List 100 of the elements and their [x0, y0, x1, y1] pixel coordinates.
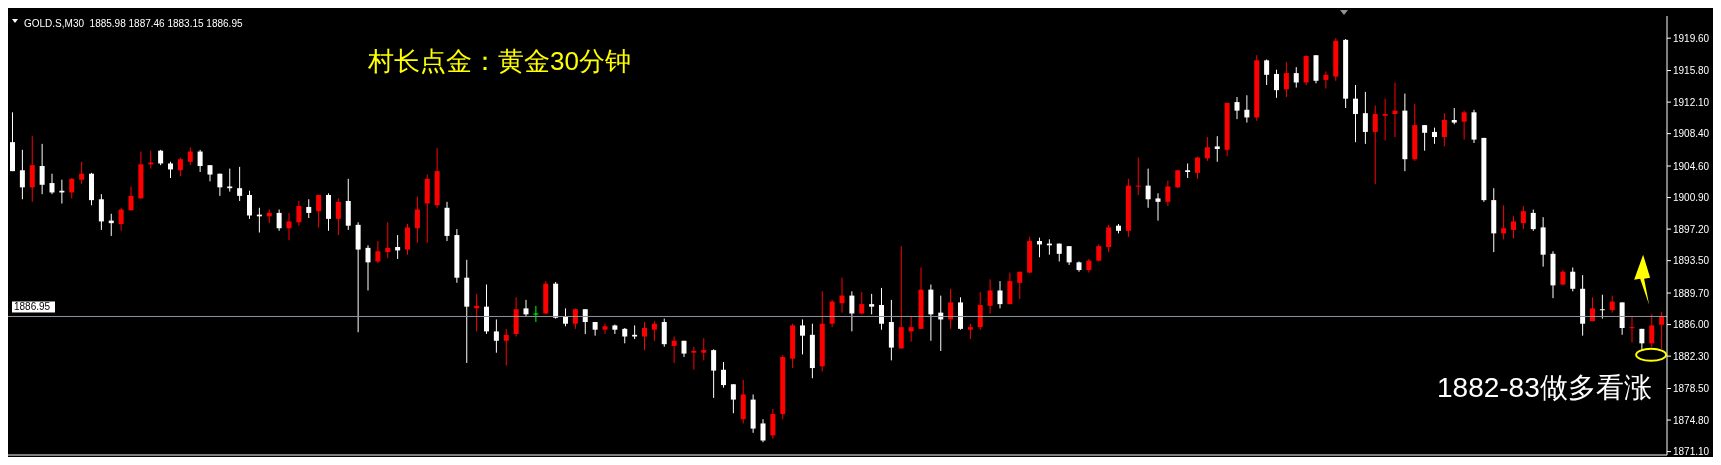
candlestick — [286, 212, 292, 241]
candlestick — [691, 346, 697, 371]
candlestick — [375, 240, 381, 264]
candlestick — [908, 316, 914, 343]
candlestick — [365, 244, 371, 291]
candlestick — [602, 323, 608, 335]
candlestick — [572, 307, 578, 330]
candlestick — [1441, 112, 1447, 147]
candlestick — [247, 190, 252, 220]
annotation: GOLD.S,M30 1885.98 1887.46 1883.15 1886.95 — [24, 18, 243, 29]
y-tick-label: 1889.70 — [1673, 287, 1710, 299]
candlestick — [503, 328, 509, 366]
candlestick — [977, 291, 983, 331]
candlestick — [1195, 156, 1200, 180]
candlestick — [69, 177, 75, 199]
candlestick — [493, 318, 499, 354]
text: 村长点金：黄金30分钟 — [368, 45, 631, 78]
candlestick — [1461, 110, 1467, 141]
candlestick — [227, 168, 233, 193]
candlestick — [642, 321, 647, 351]
y-tick-label: 1893.50 — [1673, 255, 1710, 267]
y-tick-label: 1900.90 — [1673, 192, 1710, 204]
y-tick-label: 1897.20 — [1673, 223, 1710, 235]
y-tick-label: 1904.60 — [1673, 160, 1710, 172]
candlestick — [997, 280, 1003, 309]
candlestick — [385, 221, 391, 259]
candlestick — [1520, 205, 1526, 230]
candlestick — [701, 337, 707, 361]
candlestick — [1017, 271, 1023, 300]
candlestick — [829, 299, 835, 328]
candlestick — [1244, 94, 1250, 124]
candlestick — [296, 200, 302, 227]
candlestick — [1135, 157, 1141, 196]
candlestick — [523, 299, 529, 318]
candlestick — [276, 209, 282, 232]
candlestick — [1007, 272, 1013, 305]
candlestick — [898, 245, 904, 349]
candlestick — [405, 223, 410, 256]
candlestick — [1372, 105, 1378, 185]
candlestick — [760, 418, 766, 443]
ref-line-label: 1886.95 — [14, 301, 51, 313]
candlestick — [316, 194, 322, 228]
candlestick — [533, 305, 539, 323]
y-tick-label: 1886.00 — [1673, 319, 1710, 331]
candlestick — [79, 161, 85, 185]
candlestick — [1362, 91, 1368, 145]
candlestick — [849, 290, 855, 332]
y-tick-label: 1874.80 — [1673, 414, 1710, 426]
candlestick — [671, 336, 677, 364]
candlestick — [711, 348, 717, 399]
y-tick-label: 1912.10 — [1673, 96, 1710, 108]
candlestick — [770, 408, 776, 440]
candlestick — [39, 143, 45, 195]
candlestick — [859, 291, 865, 315]
candlestick — [1234, 96, 1240, 120]
candlestick — [414, 196, 420, 244]
candlestick — [197, 149, 203, 173]
candlestick — [800, 318, 805, 355]
candlestick — [1145, 168, 1151, 209]
candlestick — [879, 287, 884, 331]
annotation: 1882-83做多看涨 — [1437, 370, 1652, 405]
candlestick — [1185, 162, 1191, 179]
y-tick-label: 1919.60 — [1673, 32, 1710, 44]
candlestick — [1659, 311, 1665, 350]
candlestick — [1214, 135, 1220, 163]
candlestick — [1501, 204, 1507, 240]
candlestick — [987, 278, 993, 314]
y-tick-label: 1915.80 — [1673, 65, 1710, 77]
candlestick — [1649, 313, 1655, 348]
candlestick — [1511, 215, 1516, 239]
candlestick — [335, 197, 341, 236]
candlestick — [1323, 70, 1329, 89]
candlestick — [1293, 66, 1299, 89]
candlestick — [1353, 84, 1358, 143]
candlestick — [1382, 98, 1388, 141]
candlestick — [869, 293, 875, 315]
candlestick — [721, 361, 726, 389]
candlestick — [661, 318, 667, 348]
candlestick — [1165, 180, 1171, 207]
candlestick — [19, 149, 25, 200]
candlestick — [1204, 136, 1210, 162]
y-tick-label: 1871.10 — [1673, 446, 1710, 458]
candlestick — [306, 198, 312, 219]
candlestick — [1530, 209, 1536, 232]
candlestick — [1066, 245, 1072, 266]
candlestick — [49, 173, 55, 195]
candlestick — [651, 320, 657, 342]
candlestick — [1155, 192, 1161, 222]
candlestick — [1422, 124, 1428, 152]
y-tick-label: 1878.50 — [1673, 383, 1710, 395]
candlestick — [1629, 315, 1635, 343]
candlestick — [1283, 61, 1289, 98]
candlestick — [948, 288, 954, 330]
candlestick — [29, 135, 35, 203]
candlestick — [118, 207, 124, 232]
candlestick — [730, 383, 736, 414]
candlestick — [1106, 224, 1112, 253]
candlestick — [237, 166, 243, 202]
candlestick — [582, 308, 588, 335]
candlestick — [1570, 266, 1576, 292]
